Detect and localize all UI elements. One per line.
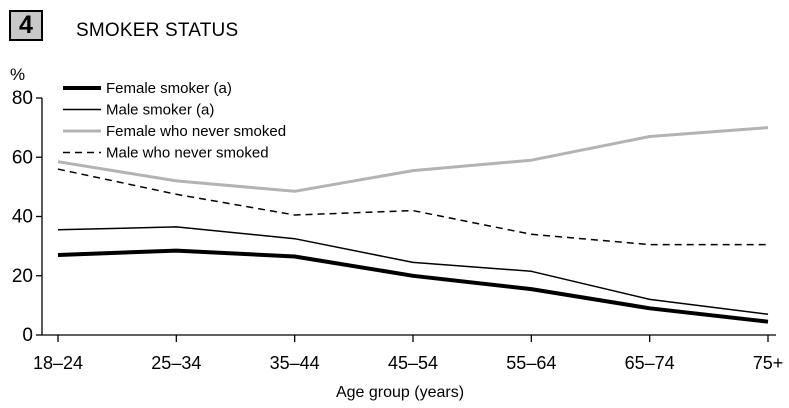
x-tick-label: 45–54 xyxy=(388,353,438,373)
x-tick-label: 18–24 xyxy=(33,353,83,373)
legend-label: Female smoker (a) xyxy=(106,80,232,97)
chart-series-lines xyxy=(57,126,769,324)
chart-legend: Female smoker (a) Male smoker (a) Female w… xyxy=(63,80,286,162)
y-tick-label: 80 xyxy=(12,88,33,109)
legend-label: Female who never smoked xyxy=(106,123,286,140)
x-tick-label: 75+ xyxy=(753,353,784,373)
legend-label: Male smoker (a) xyxy=(106,102,214,119)
x-tick-label: 55–64 xyxy=(506,353,556,373)
x-tick-label: 35–44 xyxy=(270,353,320,373)
y-axis-unit-label: % xyxy=(10,65,25,84)
series-line-female-who-never-smoked xyxy=(57,126,769,193)
series-line-female-smoker-a xyxy=(57,248,769,324)
figure-number-badge: 4 xyxy=(9,10,43,41)
legend-label: Male who never smoked xyxy=(106,145,269,162)
series-line-male-smoker-a xyxy=(57,226,769,316)
series-line-male-who-never-smoked xyxy=(57,168,768,246)
x-axis-title: Age group (years) xyxy=(336,384,464,401)
y-tick-label: 20 xyxy=(12,266,33,287)
y-tick-label: 40 xyxy=(12,207,33,228)
chart-title: SMOKER STATUS xyxy=(76,20,239,41)
y-tick-label: 0 xyxy=(22,325,33,346)
y-tick-label: 60 xyxy=(12,147,33,168)
x-tick-label: 65–74 xyxy=(625,353,675,373)
x-tick-label: 25–34 xyxy=(151,353,201,373)
chart-axes: % 0 20 40 60 80 18–24 25–34 35–44 45–54 55–64 65–74… xyxy=(10,65,783,401)
